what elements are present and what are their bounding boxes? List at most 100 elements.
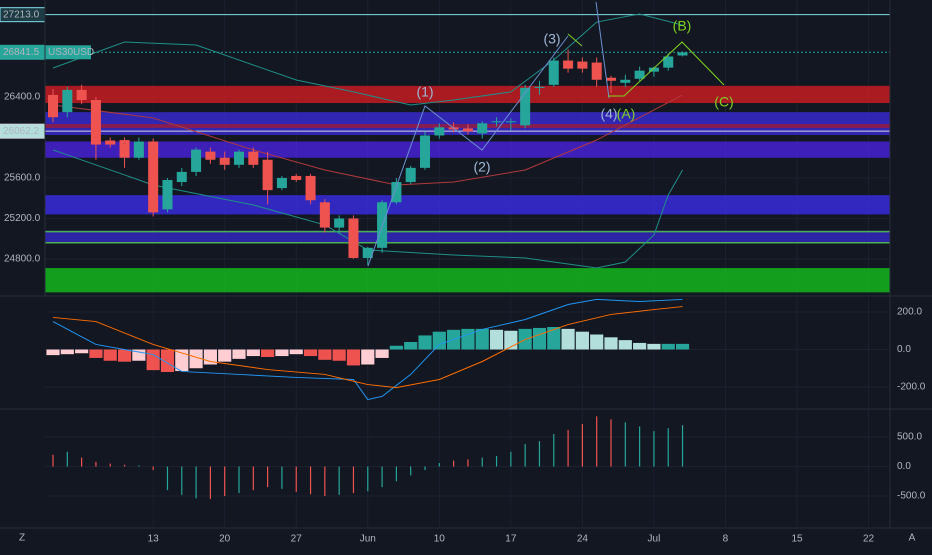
candle-body: [219, 157, 230, 165]
price-zone: [45, 195, 890, 215]
price-label: 26062.2: [3, 126, 40, 137]
macd-histogram-bar: [189, 349, 203, 369]
macd-histogram-bar: [418, 335, 432, 350]
data-layer: [46, 13, 690, 499]
x-tick-label: Jul: [648, 534, 661, 545]
macd-histogram-bar: [75, 349, 89, 354]
wave-label: (4): [600, 106, 617, 122]
candle-body: [133, 141, 144, 158]
price-zone: [45, 141, 890, 158]
macd-histogram-bar: [346, 349, 361, 366]
symbol-box: [45, 45, 91, 60]
macd-histogram-bar: [561, 328, 575, 350]
macd-histogram-bar: [46, 349, 60, 356]
wave-line: [567, 33, 583, 47]
macd-histogram-bar: [232, 349, 246, 359]
macd-histogram-bar: [275, 349, 289, 357]
candle-body: [462, 128, 473, 132]
macd-line: [52, 298, 683, 401]
macd-histogram-bar: [647, 343, 661, 350]
candle-body: [176, 171, 187, 183]
candle-body: [534, 86, 545, 88]
x-tick-label: 20: [219, 534, 231, 545]
candle-body: [205, 151, 216, 160]
macd-histogram-bar: [332, 349, 346, 361]
candle-body: [563, 60, 574, 69]
candle-body: [191, 149, 202, 172]
labels-layer: 13 20 27 Jun 10 17 24 Jul 8 15 22 24800.0 25200.0 256…: [0, 7, 926, 545]
x-tick-label: 10: [434, 534, 446, 545]
macd-histogram-bar: [146, 349, 160, 371]
wave-line: [367, 35, 569, 267]
symbol-label: US30USD: [48, 47, 94, 58]
wave-label: (1): [416, 84, 433, 100]
wave-label: (2): [473, 159, 490, 175]
macd-histogram-bar: [246, 349, 260, 357]
macd-histogram-bar: [375, 349, 389, 358]
candle-body: [634, 70, 645, 79]
candle-body: [362, 247, 373, 258]
macd-histogram-bar: [361, 349, 375, 365]
candle-body: [105, 140, 116, 145]
candle-body: [291, 175, 302, 180]
wave-drawings: [367, 1, 725, 267]
y-tick-label: 0.0: [897, 461, 911, 472]
corner-button[interactable]: A: [909, 533, 916, 544]
corner-button[interactable]: Z: [19, 533, 25, 544]
x-tick-label: 17: [505, 534, 517, 545]
candle-body: [90, 100, 101, 145]
price-label: 26841.5: [3, 47, 40, 58]
macd-histogram-bar: [661, 343, 675, 350]
wave-label: (3): [543, 31, 560, 47]
macd-histogram-bar: [218, 349, 232, 362]
candle-body: [577, 61, 588, 69]
macd-histogram-bar: [117, 349, 132, 362]
candle-body: [62, 89, 73, 113]
wave-label: (C): [714, 94, 733, 110]
candle-body: [677, 52, 688, 56]
bollinger-band: [52, 13, 683, 106]
x-tick-label: Jun: [360, 534, 376, 545]
candle-body: [234, 151, 245, 165]
y-tick-label: -200.0: [897, 382, 926, 393]
macd-histogram-bar: [261, 349, 275, 357]
candle-body: [520, 87, 531, 126]
macd-histogram-bar: [89, 349, 103, 358]
candle-body: [391, 182, 402, 203]
candle-body: [591, 62, 602, 80]
macd-histogram-bar: [318, 349, 332, 360]
price-zone: [45, 85, 890, 104]
candle-body: [162, 179, 173, 210]
candle-body: [419, 135, 431, 168]
wave-label: (B): [673, 18, 692, 34]
candle-body: [663, 56, 674, 68]
x-tick-label: 13: [148, 534, 160, 545]
macd-histogram-bar: [575, 331, 589, 350]
macd-histogram-bar: [404, 342, 418, 350]
macd-histogram-bar: [432, 331, 446, 350]
x-tick-label: 8: [723, 534, 729, 545]
macd-histogram-bar: [604, 337, 618, 350]
y-tick-label: 500.0: [897, 432, 922, 443]
x-tick-label: 22: [863, 534, 875, 545]
candle-body: [248, 151, 259, 165]
macd-histogram-bar: [547, 327, 561, 350]
macd-histogram-bar: [532, 327, 547, 350]
macd-histogram-bar: [590, 334, 604, 350]
y-tick-label: 25200.0: [4, 213, 41, 224]
price-zone: [45, 268, 890, 293]
candle-body: [119, 140, 130, 158]
wave-label: (A): [617, 106, 636, 122]
candle-body: [148, 141, 159, 213]
candle-body: [334, 218, 345, 228]
y-tick-label: 24800.0: [4, 254, 41, 265]
macd-line: [52, 306, 683, 389]
macd-histogram-bar: [289, 349, 303, 355]
candle-body: [348, 218, 359, 258]
price-label: 27213.0: [3, 9, 40, 20]
x-tick-label: 24: [577, 534, 589, 545]
candle-body: [319, 202, 330, 228]
macd-histogram-bar: [303, 349, 318, 357]
macd-histogram-bar: [675, 343, 690, 350]
